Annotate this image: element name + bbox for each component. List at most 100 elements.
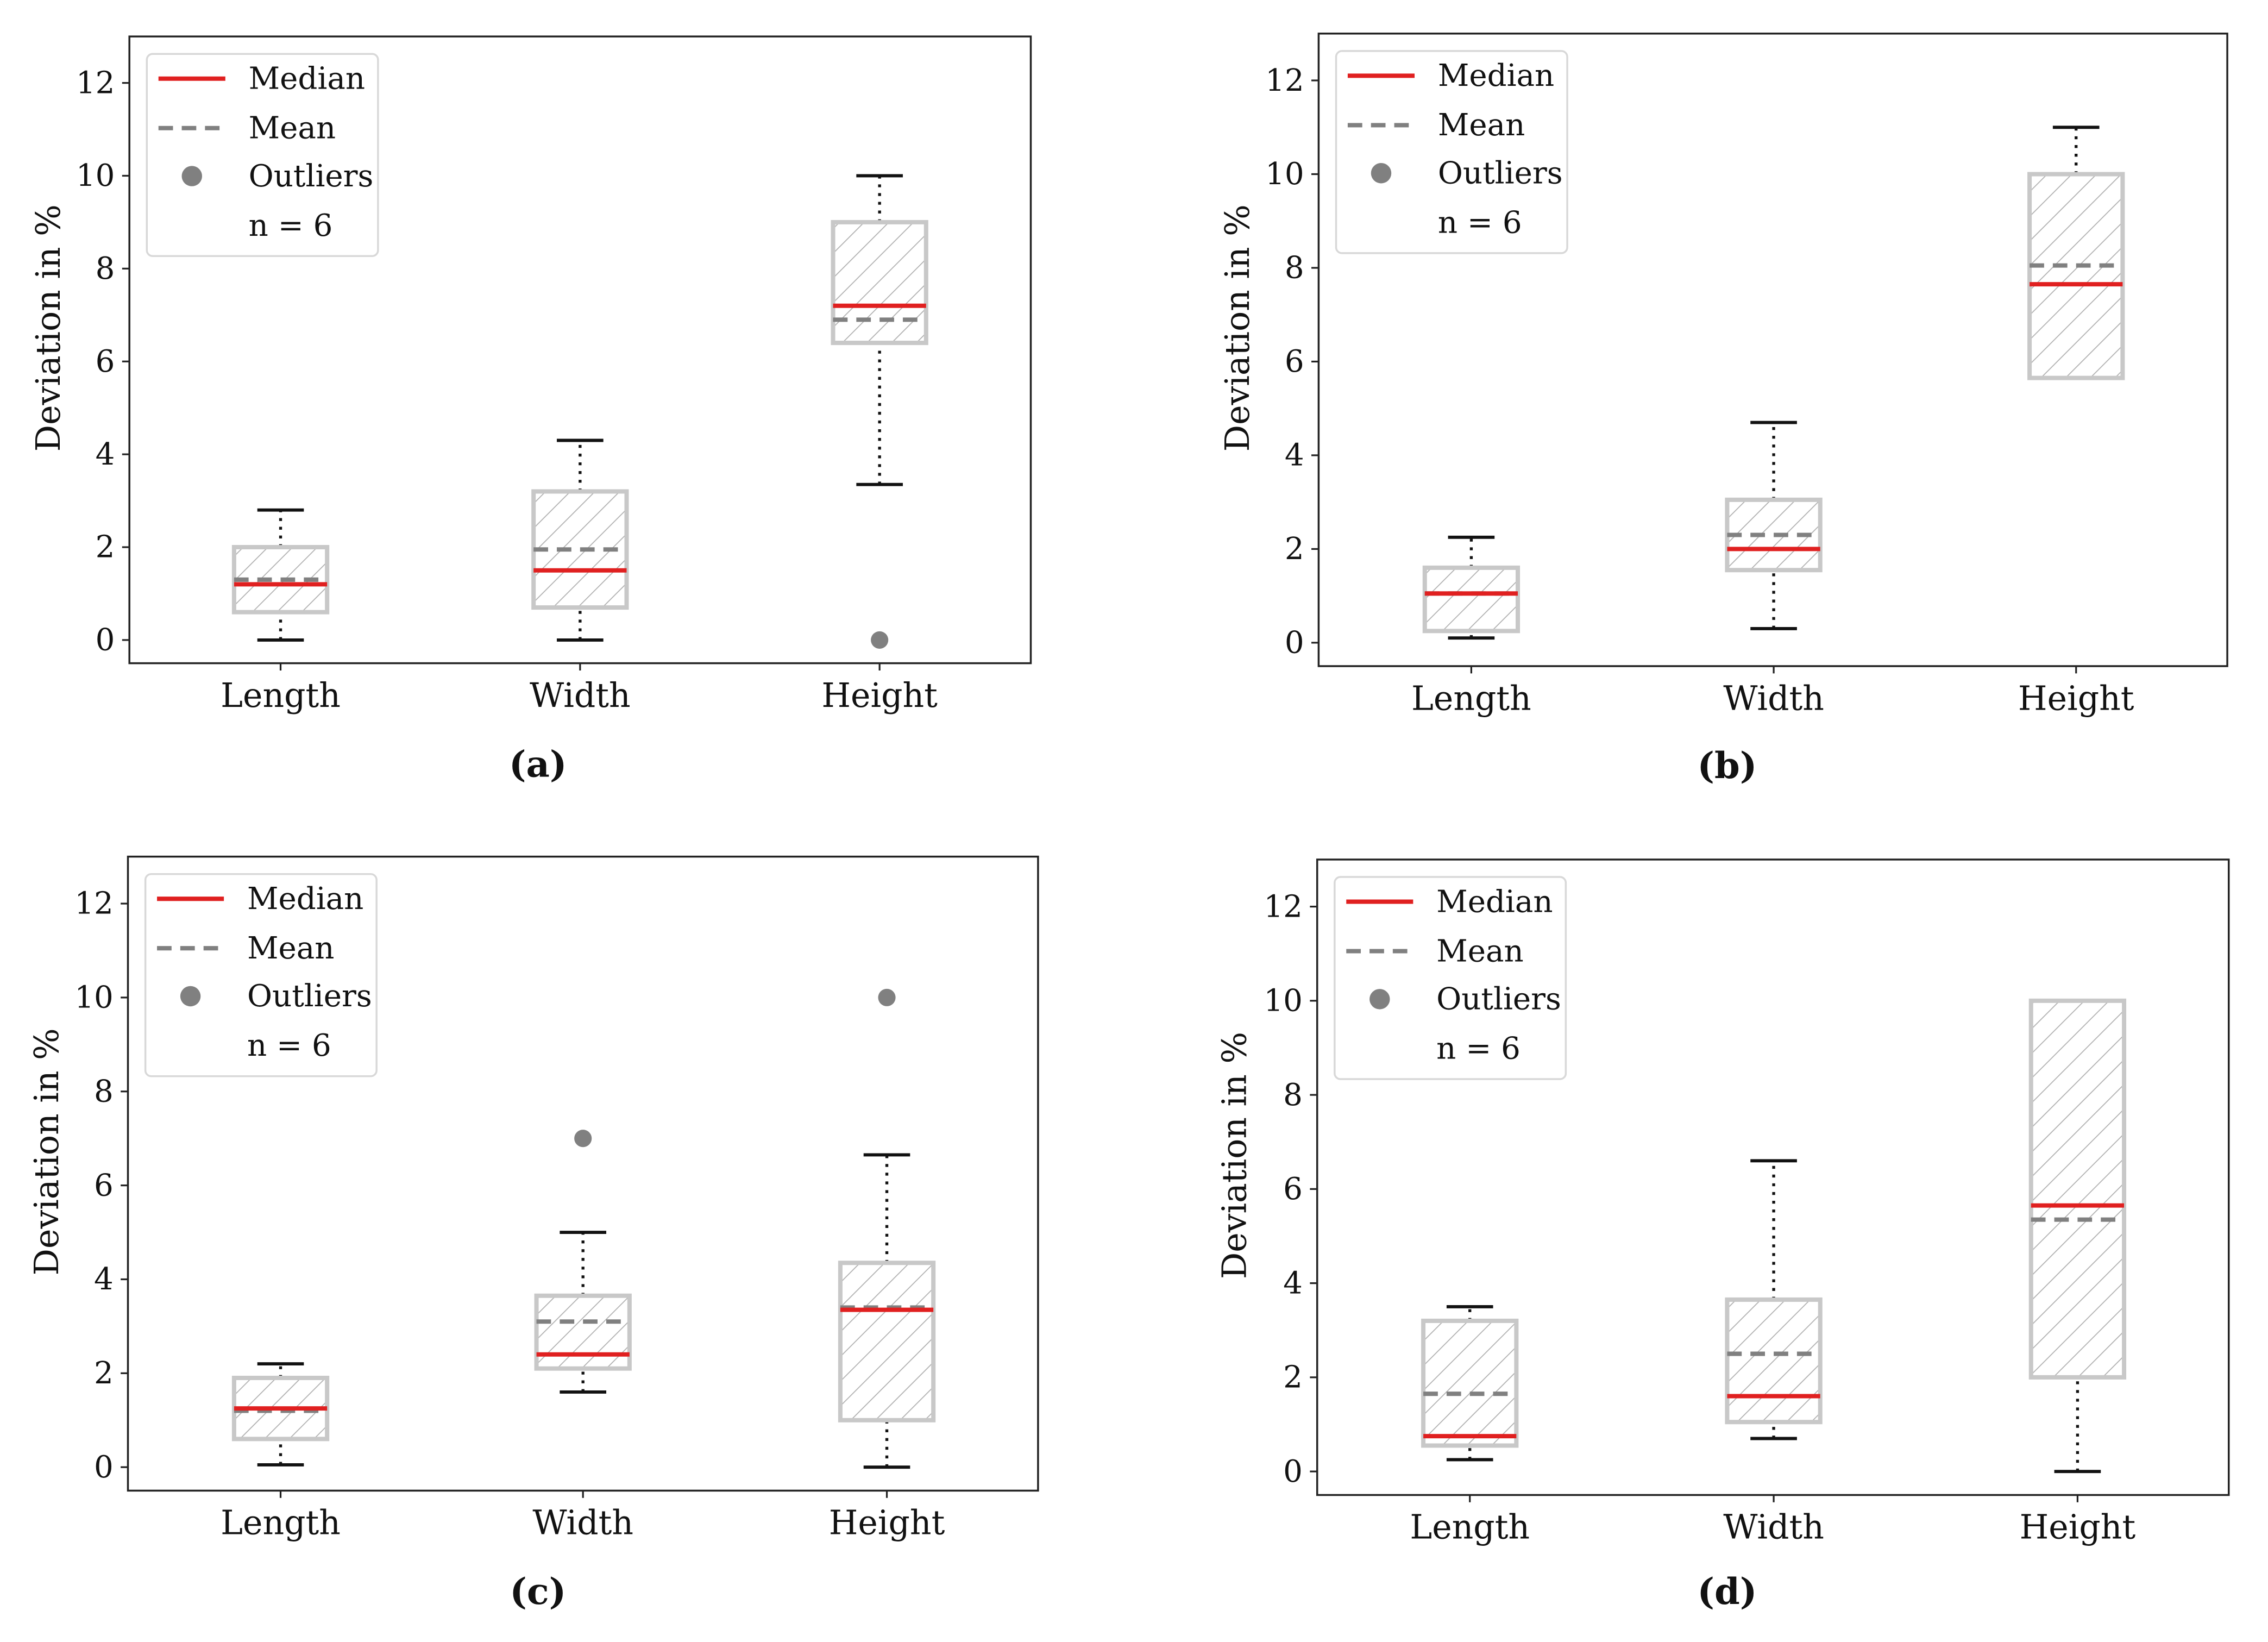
panel-b: 0 2 4 6 8 10 12 Deviation in % Length Width Height… <box>1218 33 2228 787</box>
y-tick-label: 0 <box>96 623 115 658</box>
box-height <box>838 988 936 1469</box>
legend: Median Mean Outliers n = 6 <box>144 873 378 1077</box>
legend-frame <box>1334 876 1567 1080</box>
y-tick-label: 12 <box>76 65 115 101</box>
legend-label: Median <box>1436 884 1553 919</box>
y-tick-label: 8 <box>1285 250 1304 286</box>
y-axis-label: Deviation in % <box>1215 1032 1254 1279</box>
iqr-box <box>838 1261 936 1422</box>
x-tick-label: Height <box>2020 1508 2136 1547</box>
legend-frame <box>1335 50 1568 254</box>
box-width <box>534 1130 632 1394</box>
y-tick-label: 2 <box>1285 531 1304 567</box>
y-tick-label: 4 <box>1285 438 1304 473</box>
x-tick-label: Height <box>821 676 938 715</box>
outlier-point <box>574 1130 592 1148</box>
box-height <box>2028 998 2127 1474</box>
box-width <box>1725 1159 1823 1440</box>
outlier-point <box>878 988 896 1006</box>
y-tick-label: 6 <box>94 1168 114 1203</box>
legend-note: n = 6 <box>249 208 333 243</box>
y-tick-label: 4 <box>94 1262 114 1297</box>
x-tick-label: Width <box>532 1503 633 1543</box>
legend-label: Mean <box>247 931 334 966</box>
y-tick-label: 0 <box>1285 625 1304 661</box>
y-tick-label: 12 <box>1265 63 1304 98</box>
legend-note: n = 6 <box>247 1028 331 1063</box>
panel-c: 0 2 4 6 8 10 12 Deviation in % Length Width Height… <box>27 855 1039 1613</box>
legend: Median Mean Outliers n = 6 <box>1334 876 1567 1080</box>
panel-a: 0 2 4 6 8 10 12 Deviation in % Length Width Height… <box>29 35 1032 785</box>
legend-label: Outliers <box>249 159 374 194</box>
iqr-box <box>1421 1318 1519 1448</box>
iqr-box <box>2027 172 2125 380</box>
panel-caption: (a) <box>509 742 567 785</box>
x-tick-label: Width <box>1723 679 1824 718</box>
legend-outlier-swatch <box>1369 989 1390 1010</box>
box-length <box>231 508 330 642</box>
y-tick-label: 12 <box>1264 889 1303 924</box>
outlier-point <box>871 631 889 649</box>
y-tick-label: 8 <box>1283 1077 1303 1113</box>
y-tick-label: 10 <box>1264 983 1303 1019</box>
iqr-box <box>1725 1297 1823 1425</box>
x-tick-label: Width <box>1723 1508 1824 1547</box>
legend-outlier-swatch <box>180 986 201 1007</box>
y-tick-label: 12 <box>74 886 114 922</box>
y-axis-label: Deviation in % <box>29 204 68 452</box>
legend-outlier-swatch <box>181 166 203 186</box>
legend-note: n = 6 <box>1436 1031 1521 1067</box>
y-tick-label: 4 <box>1283 1265 1303 1301</box>
y-tick-label: 0 <box>1283 1454 1303 1489</box>
panel-caption: (d) <box>1697 1570 1757 1613</box>
box-length <box>1421 1305 1519 1462</box>
x-tick-label: Length <box>1411 679 1531 718</box>
box-height <box>831 174 928 649</box>
iqr-box <box>534 1293 632 1371</box>
legend-label: Mean <box>1436 933 1523 969</box>
box-width <box>531 438 629 642</box>
y-tick-label: 4 <box>96 437 115 472</box>
box-length <box>1422 535 1521 640</box>
y-tick-label: 6 <box>96 344 115 379</box>
y-tick-label: 2 <box>94 1356 114 1391</box>
panel-d: 0 2 4 6 8 10 12 Deviation in % Length Width Height… <box>1215 858 2230 1613</box>
x-tick-label: Width <box>530 676 631 715</box>
legend-note: n = 6 <box>1438 205 1522 240</box>
y-tick-label: 6 <box>1285 344 1304 379</box>
legend-label: Outliers <box>1436 982 1561 1017</box>
y-tick-label: 6 <box>1283 1171 1303 1207</box>
y-tick-label: 8 <box>94 1074 114 1109</box>
x-tick-label: Length <box>221 1503 341 1543</box>
legend-frame <box>146 53 379 258</box>
legend-label: Outliers <box>247 979 372 1014</box>
iqr-box <box>831 220 928 346</box>
legend-label: Median <box>249 61 365 96</box>
y-axis-label: Deviation in % <box>1218 204 1257 452</box>
box-length <box>231 1362 330 1466</box>
legend-outlier-swatch <box>1371 162 1392 184</box>
x-tick-label: Length <box>1410 1508 1530 1547</box>
x-tick-label: Height <box>2018 679 2134 718</box>
y-tick-label: 10 <box>74 980 114 1016</box>
legend-label: Outliers <box>1438 155 1563 191</box>
legend-label: Median <box>1438 58 1554 93</box>
y-tick-label: 0 <box>94 1450 114 1485</box>
x-tick-label: Height <box>829 1503 945 1543</box>
y-tick-label: 10 <box>1265 156 1304 192</box>
y-tick-label: 10 <box>76 158 115 193</box>
y-axis-label: Deviation in % <box>27 1028 66 1275</box>
panel-caption: (c) <box>510 1570 566 1613</box>
y-tick-label: 2 <box>96 530 115 565</box>
legend: Median Mean Outliers n = 6 <box>146 53 379 258</box>
box-height <box>2027 126 2125 380</box>
y-tick-label: 2 <box>1283 1360 1303 1395</box>
legend-label: Median <box>247 881 363 917</box>
legend-label: Mean <box>249 110 336 146</box>
panel-caption: (b) <box>1697 744 1757 787</box>
y-tick-label: 8 <box>96 251 115 286</box>
iqr-box <box>2028 998 2127 1380</box>
iqr-box <box>1422 565 1521 634</box>
legend-label: Mean <box>1438 108 1525 143</box>
legend: Median Mean Outliers n = 6 <box>1335 50 1568 254</box>
